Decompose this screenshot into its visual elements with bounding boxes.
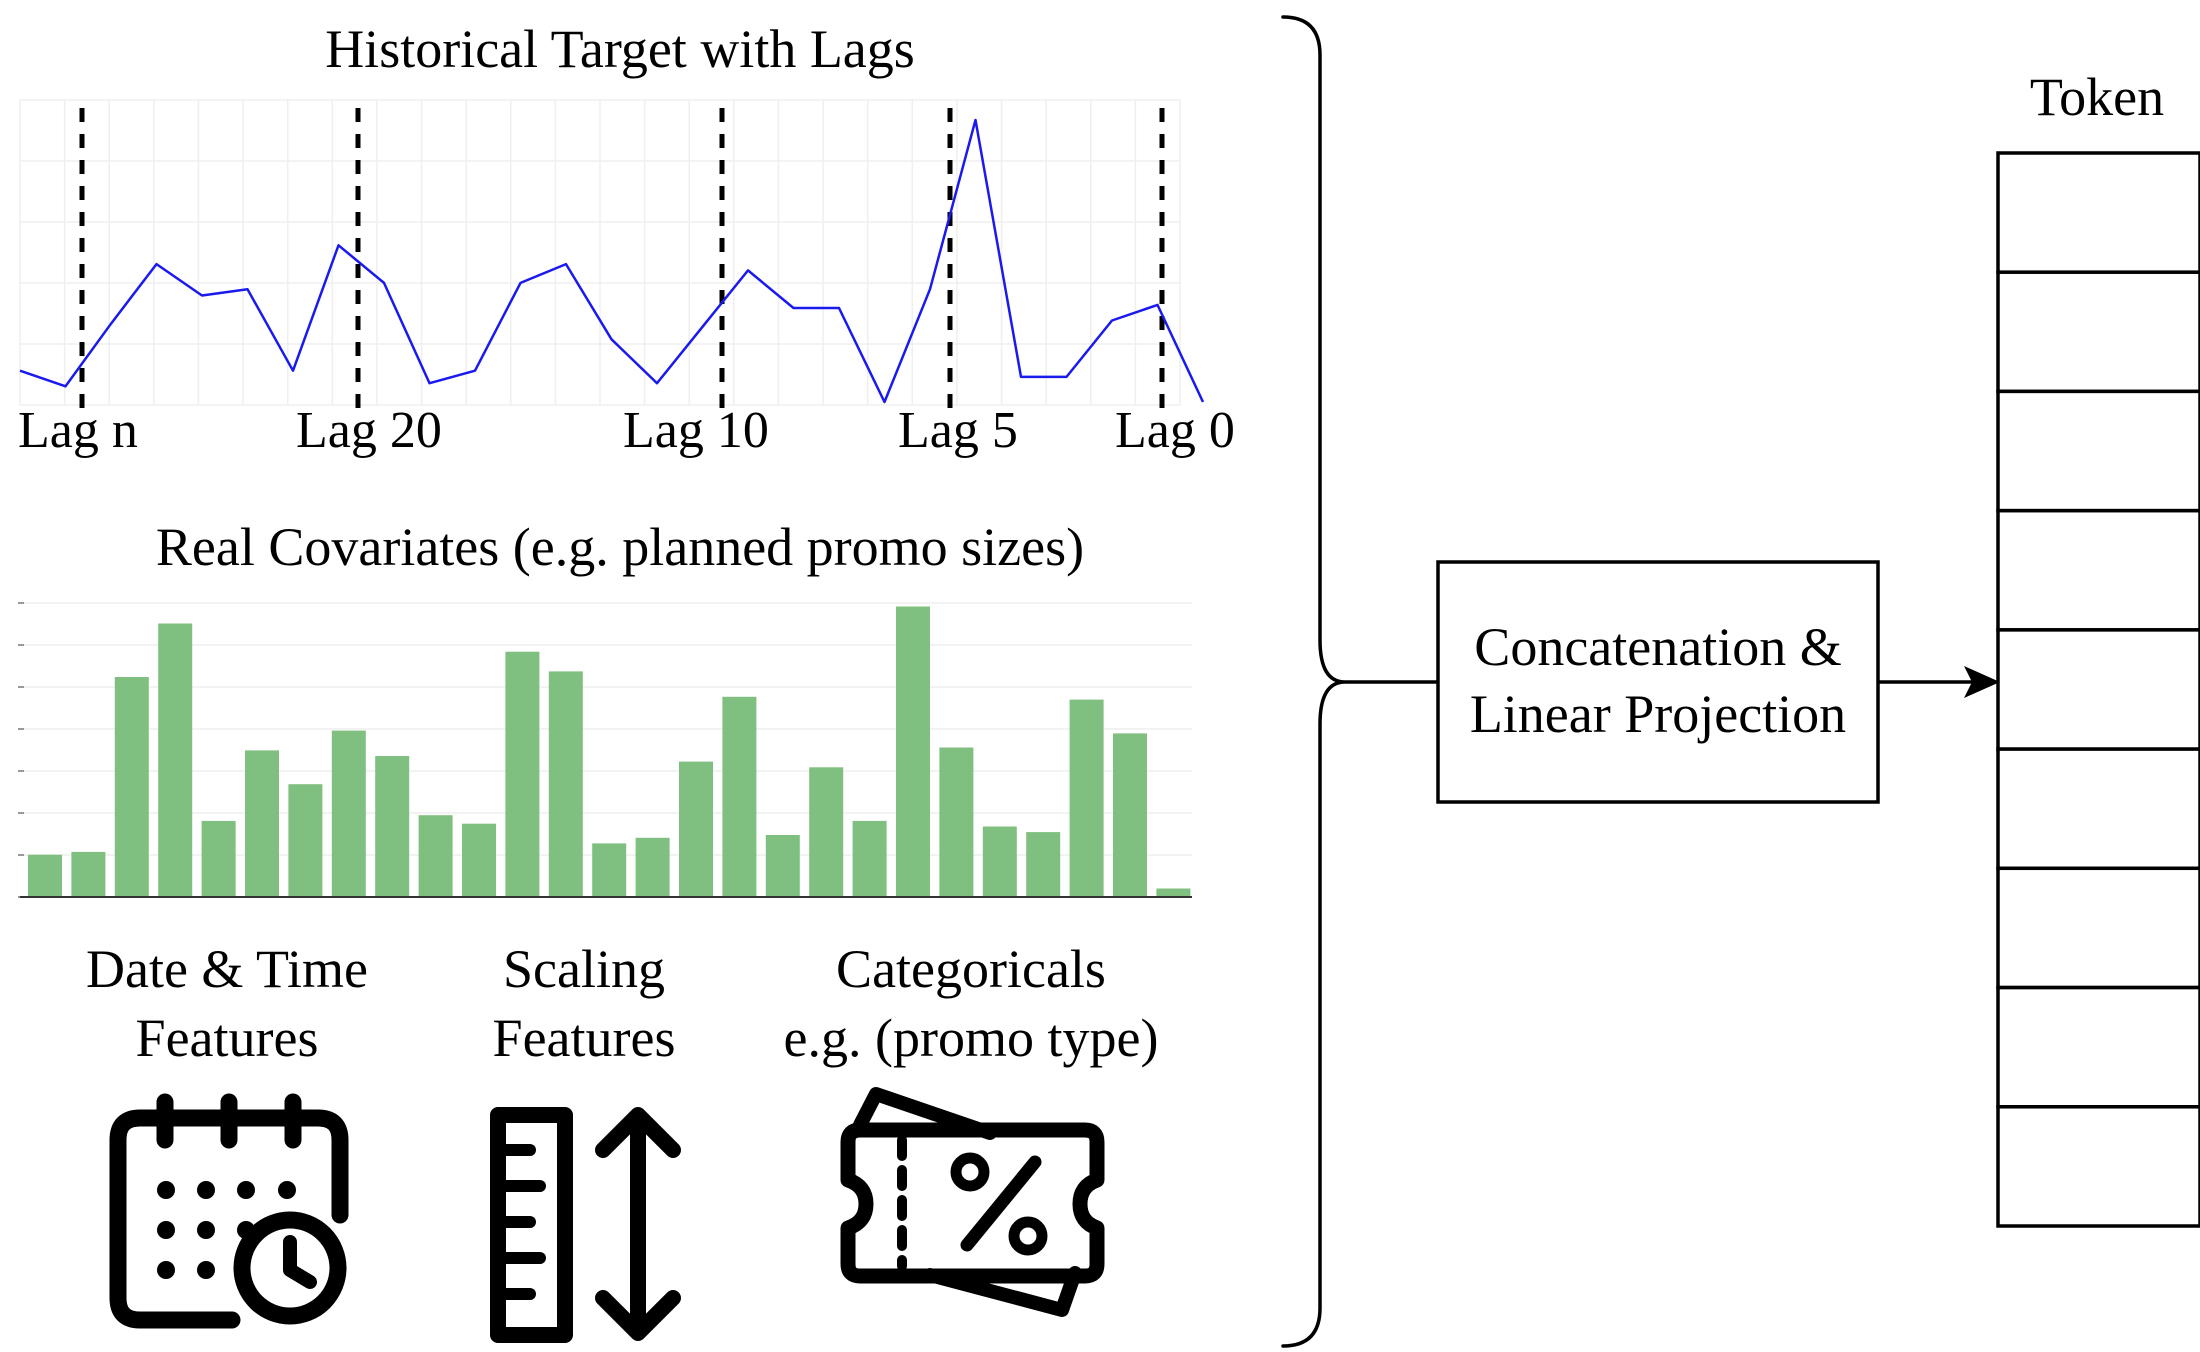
token-cell [1996, 151, 2200, 274]
covariate-bar [635, 837, 670, 897]
covariate-bar [288, 784, 323, 897]
token-cell [1996, 747, 2200, 871]
token-cell [1996, 866, 2200, 990]
categoricals-line2: e.g. (promo type) [784, 1008, 1159, 1068]
covariate-chart: Real Covariates (e.g. planned promo size… [18, 517, 1192, 898]
covariate-bar [1026, 832, 1061, 897]
discount-ticket-icon [840, 1087, 1105, 1317]
lag-labels: Lag n Lag 20 Lag 10 Lag 5 Lag 0 [18, 402, 1235, 459]
covariate-bars [28, 606, 1191, 897]
scaling-features-line2: Features [493, 1008, 676, 1068]
calendar-clock-icon [109, 1093, 349, 1329]
covariate-bar [592, 843, 627, 897]
token-cell [1996, 389, 2200, 513]
covariate-bar [245, 750, 279, 897]
token-cells [1996, 151, 2200, 1228]
lag-chart-title: Historical Target with Lags [325, 19, 915, 79]
grouping-brace [1281, 15, 1346, 1348]
token-cell [1996, 628, 2200, 751]
token: Token [1996, 67, 2200, 1228]
lag-label-n: Lag n [18, 402, 138, 459]
token-label: Token [2030, 67, 2164, 127]
feature-labels: Date & Time Features Scaling Features Ca… [86, 939, 1158, 1068]
datetime-features-line2: Features [136, 1008, 319, 1068]
projection-arrow [1878, 666, 2000, 698]
covariate-bar [201, 820, 236, 897]
covariate-bar [852, 820, 887, 897]
projection-box: Concatenation & Linear Projection [1436, 560, 1880, 804]
covariate-bar [114, 677, 149, 897]
covariate-bar [28, 854, 62, 897]
covariate-bar [765, 835, 800, 897]
covariate-chart-title: Real Covariates (e.g. planned promo size… [156, 517, 1084, 577]
covariate-bar [505, 651, 540, 897]
covariate-bar [679, 761, 713, 897]
projection-box-line2: Linear Projection [1470, 684, 1846, 744]
covariate-bar [982, 826, 1017, 897]
ruler-scale-icon [490, 1107, 681, 1343]
covariate-bar [548, 671, 583, 897]
covariate-bar [331, 730, 366, 897]
covariate-bar [939, 747, 974, 897]
covariate-bar [1156, 888, 1191, 897]
categoricals-line1: Categoricals [836, 939, 1106, 999]
lag-chart-grid [19, 99, 1181, 406]
lag-label-10: Lag 10 [623, 402, 769, 459]
token-cell [1996, 508, 2200, 632]
covariate-bar [71, 851, 106, 897]
covariate-bar [375, 756, 410, 897]
covariate-bar [462, 823, 496, 897]
scaling-features-line1: Scaling [503, 939, 665, 999]
covariate-bar [896, 606, 930, 897]
covariate-bar [158, 623, 193, 897]
token-cell [1996, 1105, 2200, 1228]
covariate-bar [1069, 699, 1104, 897]
covariate-bar [809, 767, 844, 897]
covariate-bar [722, 696, 757, 897]
lag-label-0: Lag 0 [1115, 402, 1235, 459]
lag-series-line [19, 118, 1205, 404]
lag-label-20: Lag 20 [296, 402, 442, 459]
lag-chart: Historical Target with Lags Lag n Lag 20… [18, 19, 1235, 459]
lag-label-5: Lag 5 [898, 402, 1018, 459]
datetime-features-line1: Date & Time [86, 939, 368, 999]
covariate-bar [418, 815, 453, 897]
projection-box-line1: Concatenation & [1474, 617, 1841, 677]
covariate-bar [1113, 733, 1147, 897]
token-cell [1996, 270, 2200, 394]
token-cell [1996, 985, 2200, 1109]
